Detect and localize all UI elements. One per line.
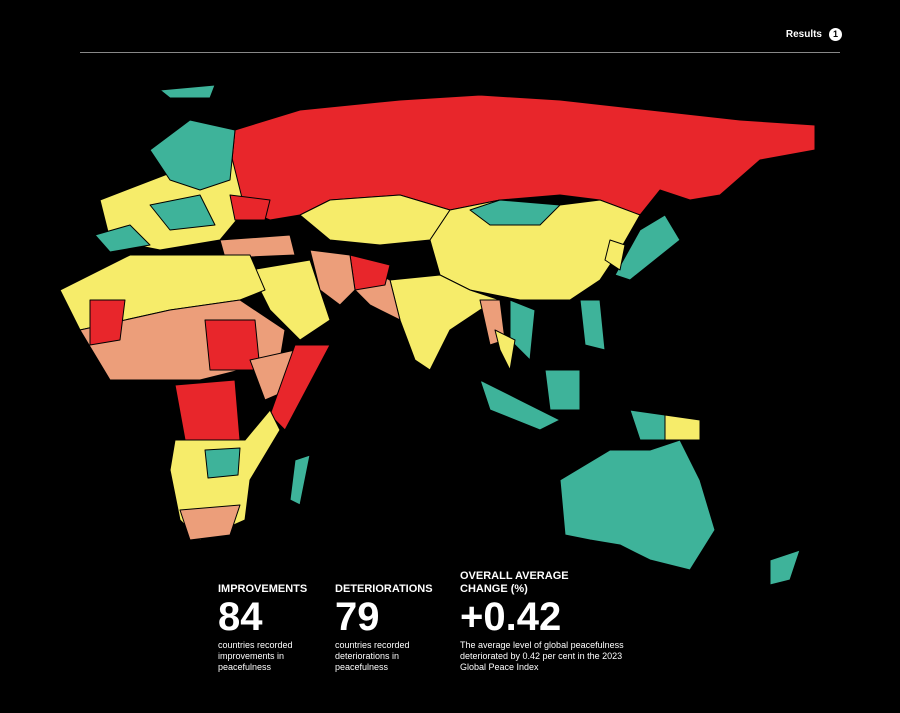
region bbox=[94, 224, 151, 253]
stat-label: IMPROVEMENTS bbox=[218, 583, 308, 595]
region bbox=[604, 239, 626, 271]
region bbox=[229, 94, 816, 221]
stat-description: countries recorded improvements in peace… bbox=[218, 640, 293, 672]
stat: DETERIORATIONS 79 countries recorded det… bbox=[335, 568, 445, 673]
region bbox=[219, 234, 296, 259]
region bbox=[479, 379, 561, 431]
region bbox=[149, 119, 236, 191]
region bbox=[204, 447, 241, 479]
region bbox=[579, 299, 606, 351]
region bbox=[149, 194, 216, 231]
page-number: 1 bbox=[829, 28, 842, 41]
region bbox=[559, 439, 716, 571]
region bbox=[309, 249, 356, 306]
region bbox=[89, 299, 126, 346]
region bbox=[494, 329, 516, 371]
stat-label: OVERALL AVERAGE CHANGE (%) bbox=[460, 570, 569, 595]
stat-description: The average level of global peacefulness… bbox=[460, 640, 624, 672]
section-title: Results bbox=[785, 29, 822, 40]
region bbox=[509, 299, 536, 361]
region bbox=[249, 259, 331, 341]
stat: OVERALL AVERAGE CHANGE (%) +0.42 The ave… bbox=[460, 568, 625, 673]
region bbox=[269, 344, 331, 431]
region bbox=[664, 414, 701, 441]
region bbox=[289, 454, 311, 506]
region bbox=[469, 199, 561, 226]
region bbox=[179, 504, 241, 541]
stat-value: +0.42 bbox=[460, 595, 562, 639]
stat-description: countries recorded deteriorations in pea… bbox=[335, 640, 410, 672]
stat-label: DETERIORATIONS bbox=[335, 583, 433, 595]
region bbox=[349, 254, 391, 291]
region bbox=[769, 549, 801, 586]
region bbox=[544, 369, 581, 411]
region bbox=[629, 409, 666, 441]
region bbox=[389, 274, 501, 371]
header-rule bbox=[80, 52, 840, 53]
region bbox=[159, 84, 216, 99]
stat: IMPROVEMENTS 84 countries recorded impro… bbox=[218, 568, 323, 673]
region bbox=[229, 194, 271, 221]
stat-value: 84 bbox=[218, 595, 263, 639]
stat-value: 79 bbox=[335, 595, 380, 639]
region bbox=[174, 379, 241, 441]
